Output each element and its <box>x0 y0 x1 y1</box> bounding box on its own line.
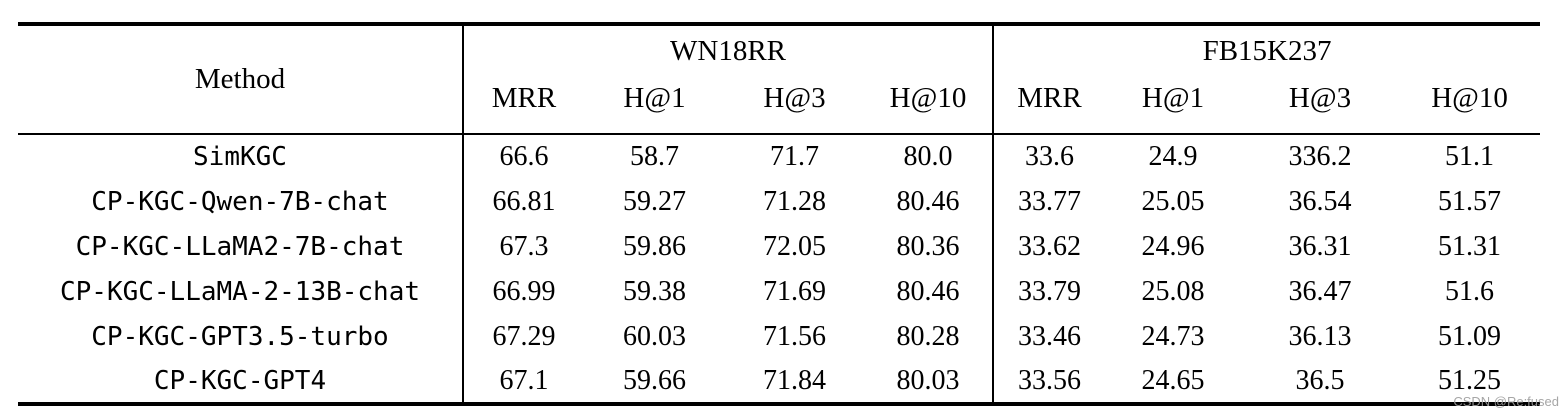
group-header-wn18rr: WN18RR <box>462 24 993 76</box>
value-cell: 59.38 <box>623 275 686 307</box>
value-cell: 33.56 <box>992 359 1105 404</box>
metric-header: H@10 <box>1431 82 1508 114</box>
value-cell: 59.27 <box>623 185 686 217</box>
value-cell: 51.09 <box>1438 320 1502 352</box>
value-cell: 36.47 <box>1288 275 1352 307</box>
table-body: SimKGC 66.6 58.7 71.7 80.0 33.6 24.9 336.2 51.1 C… <box>18 134 1540 404</box>
method-cell: CP-KGC-GPT4 <box>153 365 327 396</box>
value-cell: 36.5 <box>1295 364 1345 396</box>
value-cell: 59.86 <box>623 230 686 262</box>
value-cell: 24.9 <box>1148 141 1198 172</box>
method-cell: CP-KGC-LLaMA-2-13B-chat <box>59 276 421 307</box>
value-cell: 24.65 <box>1141 364 1205 396</box>
value-cell: 67.1 <box>462 359 584 404</box>
value-cell: 58.7 <box>630 141 679 172</box>
value-cell: 59.66 <box>623 364 686 396</box>
table-row: CP-KGC-GPT4 67.1 59.66 71.84 80.03 33.56 24.65… <box>18 359 1540 404</box>
value-cell: 24.96 <box>1141 230 1205 262</box>
value-cell: 51.57 <box>1438 185 1502 217</box>
method-cell: CP-KGC-LLaMA2-7B-chat <box>75 231 405 262</box>
metric-header: MRR <box>462 76 584 134</box>
value-cell: 66.99 <box>462 269 584 314</box>
value-cell: 51.6 <box>1445 275 1495 307</box>
value-cell: 71.84 <box>763 364 826 396</box>
value-cell: 51.1 <box>1445 141 1495 172</box>
metric-header: H@1 <box>623 82 686 114</box>
value-cell: 71.69 <box>763 275 826 307</box>
metric-header: H@10 <box>889 82 967 114</box>
value-cell: 51.25 <box>1438 364 1502 396</box>
value-cell: 36.31 <box>1288 230 1352 262</box>
table-row: SimKGC 66.6 58.7 71.7 80.0 33.6 24.9 336.2 51.1 <box>18 134 1540 179</box>
value-cell: 67.29 <box>462 314 584 359</box>
method-cell: CP-KGC-GPT3.5-turbo <box>91 321 389 352</box>
value-cell: 67.3 <box>462 224 584 269</box>
table-row: CP-KGC-LLaMA2-7B-chat 67.3 59.86 72.05 80.36… <box>18 224 1540 269</box>
value-cell: 72.05 <box>763 230 826 262</box>
value-cell: 25.08 <box>1141 275 1205 307</box>
value-cell: 80.28 <box>896 320 960 352</box>
value-cell: 33.62 <box>992 224 1105 269</box>
value-cell: 80.0 <box>903 141 953 172</box>
value-cell: 80.46 <box>896 185 960 217</box>
metric-header: MRR <box>992 76 1105 134</box>
table-row: CP-KGC-LLaMA-2-13B-chat 66.99 59.38 71.69 80… <box>18 269 1540 314</box>
metric-header: H@1 <box>1141 82 1205 114</box>
value-cell: 71.56 <box>763 320 826 352</box>
value-cell: 25.05 <box>1141 185 1205 217</box>
table-row: CP-KGC-GPT3.5-turbo 67.29 60.03 71.56 80.28 3… <box>18 314 1540 359</box>
results-table: Method WN18RR FB15K237 MRR H@1 H@3 H@10 MRR H… <box>18 22 1541 406</box>
value-cell: 336.2 <box>1288 141 1352 172</box>
value-cell: 66.81 <box>462 179 584 224</box>
value-cell: 33.79 <box>992 269 1105 314</box>
group-header-row: Method WN18RR FB15K237 <box>18 24 1541 95</box>
value-cell: 51.31 <box>1438 230 1502 262</box>
value-cell: 71.28 <box>763 185 826 217</box>
value-cell: 33.77 <box>992 179 1105 224</box>
value-cell: 60.03 <box>623 320 686 352</box>
value-cell: 36.54 <box>1288 185 1352 217</box>
metric-header-row: MRR H@1 H@3 H@10 MRR H@1 H@3 H@10 <box>18 76 1540 134</box>
value-cell: 33.46 <box>992 314 1105 359</box>
method-cell: CP-KGC-Qwen-7B-chat <box>91 186 389 217</box>
value-cell: 36.13 <box>1288 320 1352 352</box>
method-column-header: Method <box>194 63 286 95</box>
value-cell: 80.03 <box>896 364 960 396</box>
table-row: CP-KGC-Qwen-7B-chat 66.81 59.27 71.28 80.46 3… <box>18 179 1540 224</box>
value-cell: 71.7 <box>770 141 819 172</box>
value-cell: 80.36 <box>896 230 960 262</box>
value-cell: 80.46 <box>896 275 960 307</box>
value-cell: 24.73 <box>1141 320 1205 352</box>
metric-header: H@3 <box>763 82 826 114</box>
watermark: CSDN @Re:fused <box>1453 394 1559 409</box>
value-cell: 33.6 <box>992 134 1105 179</box>
value-cell: 66.6 <box>462 134 584 179</box>
group-header-fb15k237: FB15K237 <box>991 24 1541 76</box>
table-header: Method WN18RR FB15K237 MRR H@1 H@3 H@10 MRR H… <box>18 24 1541 134</box>
method-cell: SimKGC <box>193 142 287 172</box>
metric-header: H@3 <box>1288 82 1352 114</box>
